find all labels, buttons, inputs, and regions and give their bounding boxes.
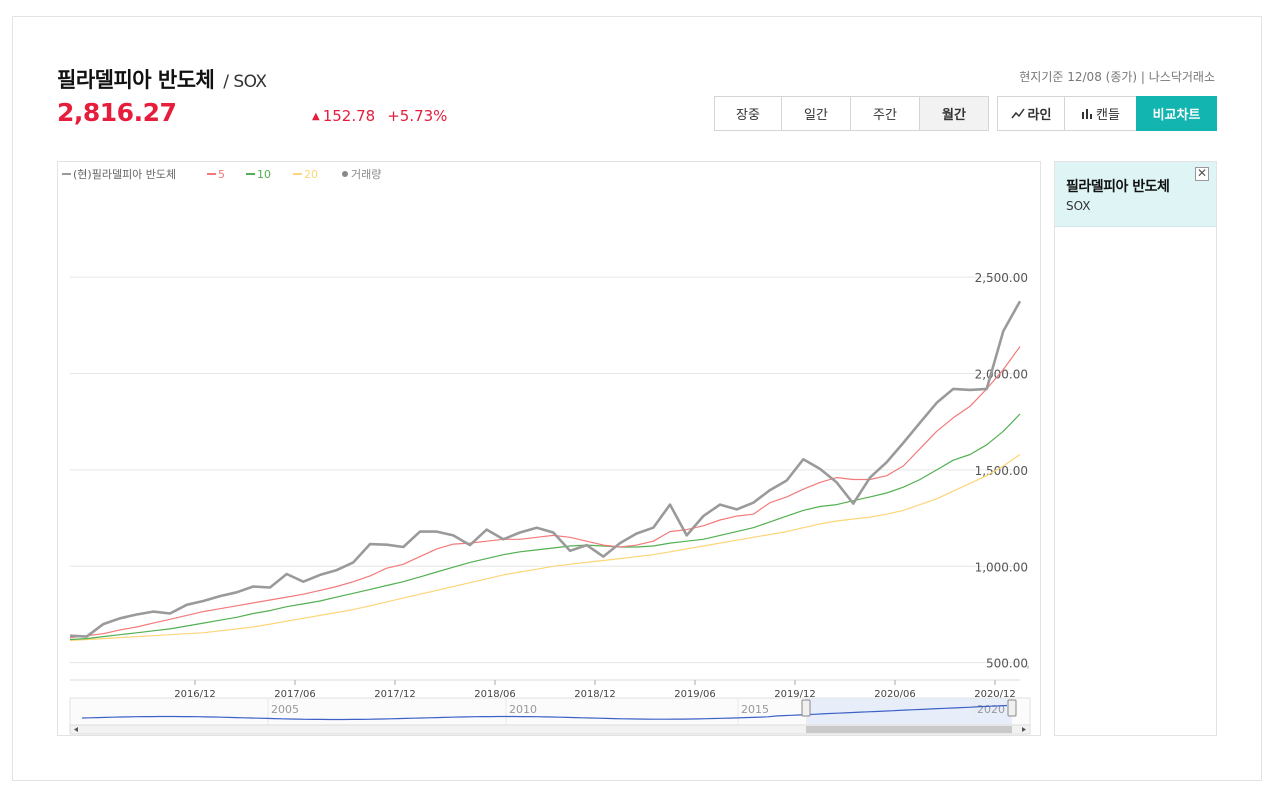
compare-sidebar: 필라델피아 반도체 SOX ✕ [1054, 161, 1217, 736]
index-code: / SOX [223, 72, 267, 92]
legend-item: 10 [246, 168, 271, 181]
tab-daily[interactable]: 일간 [781, 96, 851, 131]
x-tick-label: 2016/12 [174, 689, 216, 700]
y-tick-label: 1,000.00 [975, 560, 1028, 574]
x-tick-label: 2018/06 [474, 689, 516, 700]
chart-area[interactable]: 500.00 1,000.00 1,500.00 2,000.00 2,500.00 20… [57, 161, 1041, 736]
scrollbar-thumb[interactable] [806, 726, 1012, 733]
compare-item-code: SOX [1066, 199, 1091, 213]
price-basis: 현지기준 12/08 (종가) | 나스닥거래소 [1019, 70, 1215, 84]
scrollbar-track [69, 724, 1031, 735]
button-label: 비교차트 [1152, 108, 1201, 123]
tab-label: 일간 [804, 108, 828, 123]
navigator-label: 2015 [741, 703, 769, 716]
up-arrow-icon: ▲ [312, 111, 320, 122]
y-tick-label: 500.00 [986, 657, 1028, 671]
x-tick-label: 2019/12 [774, 689, 816, 700]
index-name: 필라델피아 반도체 [57, 68, 215, 92]
page-frame [12, 16, 1262, 781]
x-tick-label: 2020/12 [974, 689, 1016, 700]
legend-label: 거래량 [351, 168, 381, 181]
series-line-ma20 [69, 454, 1021, 642]
series-line-ma10 [69, 413, 1021, 641]
legend-item: 5 [207, 168, 225, 181]
change-percent: +5.73% [387, 107, 448, 125]
navigator-handle[interactable] [801, 699, 811, 717]
line-chart-icon [1010, 108, 1025, 118]
x-tick-label: 2020/06 [874, 689, 916, 700]
price-change: ▲ 152.78 +5.73% [312, 107, 447, 125]
legend-label: 5 [218, 168, 225, 181]
navigator-label: 2020 [977, 703, 1005, 716]
legend-label: 20 [304, 168, 318, 181]
tab-label: 월간 [942, 108, 966, 123]
x-tick-label: 2017/06 [274, 689, 316, 700]
tab-intraday[interactable]: 장중 [714, 96, 782, 131]
close-icon[interactable]: ✕ [1195, 166, 1209, 181]
page-title: 필라델피아 반도체 / SOX [57, 64, 267, 94]
legend-marker [342, 171, 348, 177]
navigator-line [81, 704, 1008, 721]
x-tick-label: 2017/12 [374, 689, 416, 700]
y-tick-label: 1,500.00 [975, 464, 1028, 478]
legend-label: (현)필라델피아 반도체 [73, 168, 176, 181]
series-line-ma5 [69, 346, 1021, 639]
button-label: 캔들 [1096, 108, 1120, 123]
compare-item[interactable]: 필라델피아 반도체 SOX ✕ [1055, 162, 1216, 227]
legend-item: 거래량 [342, 168, 381, 181]
current-price: 2,816.27 [57, 98, 177, 127]
tab-label: 주간 [873, 108, 897, 123]
price-chart[interactable]: 500.00 1,000.00 1,500.00 2,000.00 2,500.00 20… [58, 162, 1040, 735]
series-line-price [69, 300, 1022, 638]
y-tick-label: 2,500.00 [975, 271, 1028, 285]
tab-label: 장중 [736, 108, 760, 123]
candle-chart-button[interactable]: 캔들 [1064, 96, 1137, 131]
navigator-label: 2005 [271, 703, 299, 716]
button-label: 라인 [1027, 108, 1052, 123]
x-tick-label: 2018/12 [574, 689, 616, 700]
line-chart-button[interactable]: 라인 [997, 96, 1065, 131]
change-value: 152.78 [322, 107, 376, 125]
tab-weekly[interactable]: 주간 [850, 96, 920, 131]
compare-chart-button[interactable]: 비교차트 [1136, 96, 1217, 131]
compare-item-name: 필라델피아 반도체 [1066, 179, 1170, 195]
legend-item: (현)필라델피아 반도체 [62, 168, 176, 181]
legend-label: 10 [257, 168, 271, 181]
scroll-right-icon[interactable] [1022, 727, 1026, 732]
x-tick-label: 2019/06 [674, 689, 716, 700]
legend-item: 20 [293, 168, 318, 181]
navigator-selection [806, 698, 1012, 725]
scroll-left-icon[interactable] [74, 727, 78, 732]
navigator-handle[interactable] [1007, 699, 1017, 717]
navigator-label: 2010 [509, 703, 537, 716]
y-tick-label: 2,000.00 [975, 367, 1028, 381]
bar-chart-icon [1082, 108, 1093, 119]
tab-monthly[interactable]: 월간 [919, 96, 989, 131]
